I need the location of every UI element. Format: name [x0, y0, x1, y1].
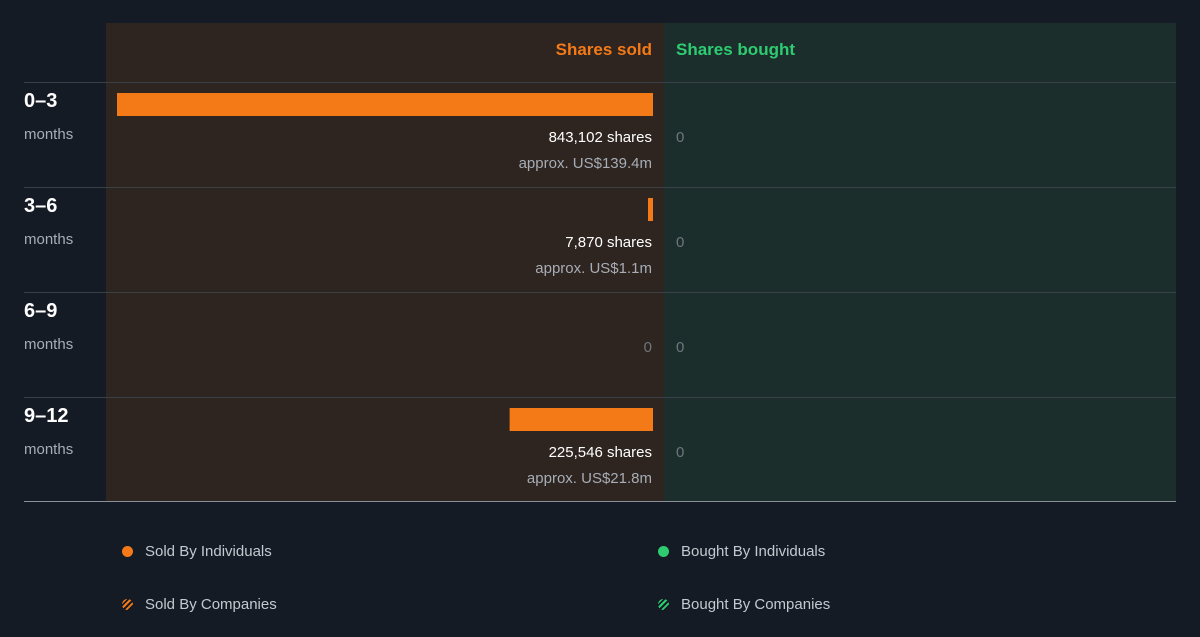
period-label: 0–3 [24, 90, 58, 112]
legend-bought-individuals: Bought By Individuals [658, 540, 825, 562]
sold-shares-label: 225,546 shares [548, 444, 652, 461]
shares-sold-header: Shares sold [555, 40, 652, 59]
sold-bar [509, 408, 653, 431]
orange-dot-icon [122, 545, 133, 557]
bought-shares-label: 0 [676, 129, 685, 146]
legend-sold-companies: Sold By Companies [122, 593, 277, 615]
insider-trading-chart [24, 23, 1176, 502]
sold-shares-label: 7,870 shares [565, 234, 652, 251]
green-hatched-dot-icon [658, 598, 669, 610]
period-unit: months [24, 231, 74, 248]
legend-label: Bought By Individuals [681, 542, 826, 560]
legend-bought-companies: Bought By Companies [658, 593, 830, 615]
period-label: 3–6 [24, 195, 58, 217]
sold-bar [647, 198, 653, 221]
sold-shares-label: 843,102 shares [548, 129, 652, 146]
period-unit: months [24, 126, 74, 143]
bought-shares-label: 0 [676, 444, 685, 461]
sold-bar [117, 93, 653, 116]
sold-shares-label: 0 [643, 339, 652, 356]
legend-label: Bought By Companies [681, 595, 831, 613]
sold-value-label: approx. US$139.4m [518, 155, 652, 172]
sold-value-label: approx. US$1.1m [535, 260, 652, 277]
bought-panel [664, 23, 1176, 502]
period-unit: months [24, 336, 74, 353]
sold-value-label: approx. US$21.8m [526, 470, 652, 487]
green-dot-icon [658, 545, 669, 557]
legend-label: Sold By Companies [145, 595, 277, 613]
bought-shares-label: 0 [676, 339, 685, 356]
legend-label: Sold By Individuals [145, 542, 272, 560]
period-label: 6–9 [24, 300, 58, 322]
bought-shares-label: 0 [676, 234, 685, 251]
shares-bought-header: Shares bought [676, 40, 796, 59]
orange-hatched-dot-icon [122, 598, 133, 610]
period-label: 9–12 [24, 405, 69, 427]
legend-sold-individuals: Sold By Individuals [122, 540, 272, 562]
period-unit: months [24, 441, 74, 458]
